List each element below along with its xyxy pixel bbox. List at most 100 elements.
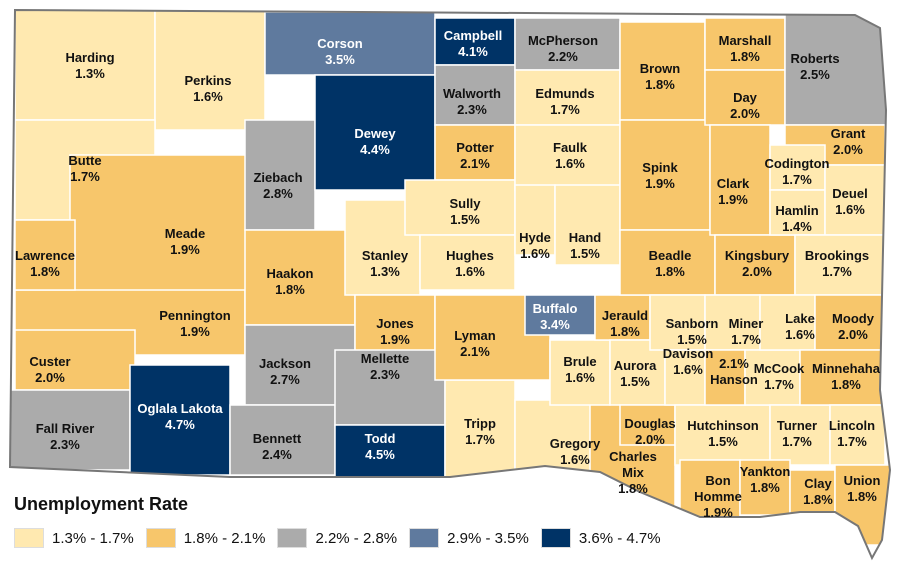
- county-minnehaha: [799, 349, 886, 406]
- county-label-jones: Jones 1.9%: [376, 316, 414, 347]
- county-jones: [354, 294, 436, 356]
- county-name: Meade: [165, 226, 205, 241]
- county-name: Spink: [642, 160, 678, 175]
- county-name: Gregory: [550, 436, 601, 451]
- county-label-deuel: Deuel 1.6%: [832, 186, 867, 217]
- county-label-douglas: Douglas 2.0%: [624, 416, 675, 447]
- county-aurora: [609, 339, 666, 406]
- county-douglas: [619, 404, 676, 446]
- county-hanson: [704, 349, 746, 406]
- county-label-fall-river: Fall River 2.3%: [36, 421, 95, 452]
- county-name: McCook: [754, 361, 805, 376]
- county-rate: 1.8%: [730, 49, 760, 64]
- county-name: Custer: [29, 354, 70, 369]
- county-yankton: [739, 459, 791, 516]
- county-label-mellette: Mellette 2.3%: [361, 351, 409, 382]
- county-rate: 1.7%: [731, 332, 761, 347]
- county-rate: 1.3%: [370, 264, 400, 279]
- county-name: Jackson: [259, 356, 311, 371]
- county-label-jackson: Jackson 2.7%: [259, 356, 311, 387]
- county-label-clay: Clay 1.8%: [803, 476, 833, 507]
- county-label-union: Union 1.8%: [844, 473, 881, 504]
- county-beadle: [619, 229, 716, 296]
- county-rate: 1.8%: [275, 282, 305, 297]
- county-label-perkins: Perkins 1.6%: [185, 73, 232, 104]
- legend: 1.3% - 1.7% 1.8% - 2.1% 2.2% - 2.8% 2.9%…: [14, 528, 661, 548]
- county-name: Grant: [831, 126, 866, 141]
- county-name: Aurora: [614, 358, 657, 373]
- county-rate: 1.5%: [708, 434, 738, 449]
- county-name: Minnehaha: [812, 361, 881, 376]
- county-name: Ziebach: [253, 170, 302, 185]
- county-rate: 1.3%: [75, 66, 105, 81]
- county-meade: [69, 154, 251, 311]
- county-rate: 3.4%: [540, 317, 570, 332]
- county-label-davison: Davison 1.6%: [663, 346, 714, 377]
- county-label-todd: Todd 4.5%: [365, 431, 396, 462]
- county-label-kingsbury: Kingsbury 2.0%: [725, 248, 790, 279]
- county-label-miner: Miner 1.7%: [729, 316, 764, 347]
- county-name: Brule: [563, 354, 596, 369]
- county-name: Lincoln: [829, 418, 875, 433]
- county-label-potter: Potter 2.1%: [456, 140, 494, 171]
- county-lawrence: [14, 219, 76, 291]
- county-name: Hughes: [446, 248, 494, 263]
- legend-item: 3.6% - 4.7%: [540, 528, 661, 548]
- county-label-stanley: Stanley 1.3%: [362, 248, 409, 279]
- county-label-turner: Turner 1.7%: [777, 418, 817, 449]
- county-rate: 1.7%: [837, 434, 867, 449]
- county-label-marshall: Marshall 1.8%: [719, 33, 772, 64]
- county-label-bon-homme: Bon Homme 1.9%: [694, 473, 742, 520]
- county-mcpherson: [514, 17, 621, 71]
- county-rate: 1.8%: [655, 264, 685, 279]
- county-rate: 3.5%: [325, 52, 355, 67]
- county-rate: 1.9%: [718, 192, 748, 207]
- county-name: Deuel: [832, 186, 867, 201]
- county-label-sully: Sully 1.5%: [449, 196, 481, 227]
- county-label-hutchinson: Hutchinson 1.5%: [687, 418, 759, 449]
- legend-swatch: [277, 528, 308, 548]
- county-rate: 1.4%: [782, 219, 812, 234]
- county-custer: [14, 329, 136, 391]
- legend-label: 1.3% - 1.7%: [52, 529, 134, 547]
- county-label-jerauld: Jerauld 1.8%: [602, 308, 648, 339]
- county-rate: 1.7%: [465, 432, 495, 447]
- county-moody: [814, 294, 886, 351]
- county-walworth: [434, 64, 516, 126]
- county-label-beadle: Beadle 1.8%: [649, 248, 692, 279]
- legend-label: 2.9% - 3.5%: [447, 529, 529, 547]
- county-label-custer: Custer 2.0%: [29, 354, 70, 385]
- county-name: Beadle: [649, 248, 692, 263]
- county-label-lincoln: Lincoln 1.7%: [829, 418, 875, 449]
- legend-item: 2.9% - 3.5%: [409, 528, 529, 548]
- county-rate: 1.8%: [831, 377, 861, 392]
- county-rate: 2.3%: [50, 437, 80, 452]
- county-rate: 4.4%: [360, 142, 390, 157]
- county-name: Miner: [729, 316, 764, 331]
- county-name: Perkins: [185, 73, 232, 88]
- county-sully: [404, 179, 516, 236]
- county-rate: 1.6%: [785, 327, 815, 342]
- county-brookings: [794, 234, 886, 296]
- county-name: Bon: [705, 473, 730, 488]
- county-rate: 1.6%: [835, 202, 865, 217]
- county-label-mccook: McCook 1.7%: [754, 361, 805, 392]
- county-rate: 1.8%: [847, 489, 877, 504]
- legend-swatch: [14, 528, 44, 548]
- legend-label: 1.8% - 2.1%: [183, 529, 266, 547]
- county-hand: [554, 184, 621, 266]
- county-label-hanson: 2.1% Hanson: [710, 356, 758, 387]
- county-label-corson: Corson 3.5%: [317, 36, 363, 67]
- county-deuel: [824, 164, 886, 236]
- county-name: Corson: [317, 36, 363, 51]
- legend-label: 2.2% - 2.8%: [315, 529, 398, 547]
- county-name: Stanley: [362, 248, 409, 263]
- county-name: Charles: [609, 449, 657, 464]
- county-rate: 2.1%: [460, 344, 490, 359]
- state-outline: [8, 8, 892, 561]
- county-name: Lawrence: [15, 248, 75, 263]
- county-fall-river: [10, 389, 131, 471]
- county-rate: 1.5%: [677, 332, 707, 347]
- county-name: Clay: [804, 476, 832, 491]
- county-hughes: [419, 234, 516, 291]
